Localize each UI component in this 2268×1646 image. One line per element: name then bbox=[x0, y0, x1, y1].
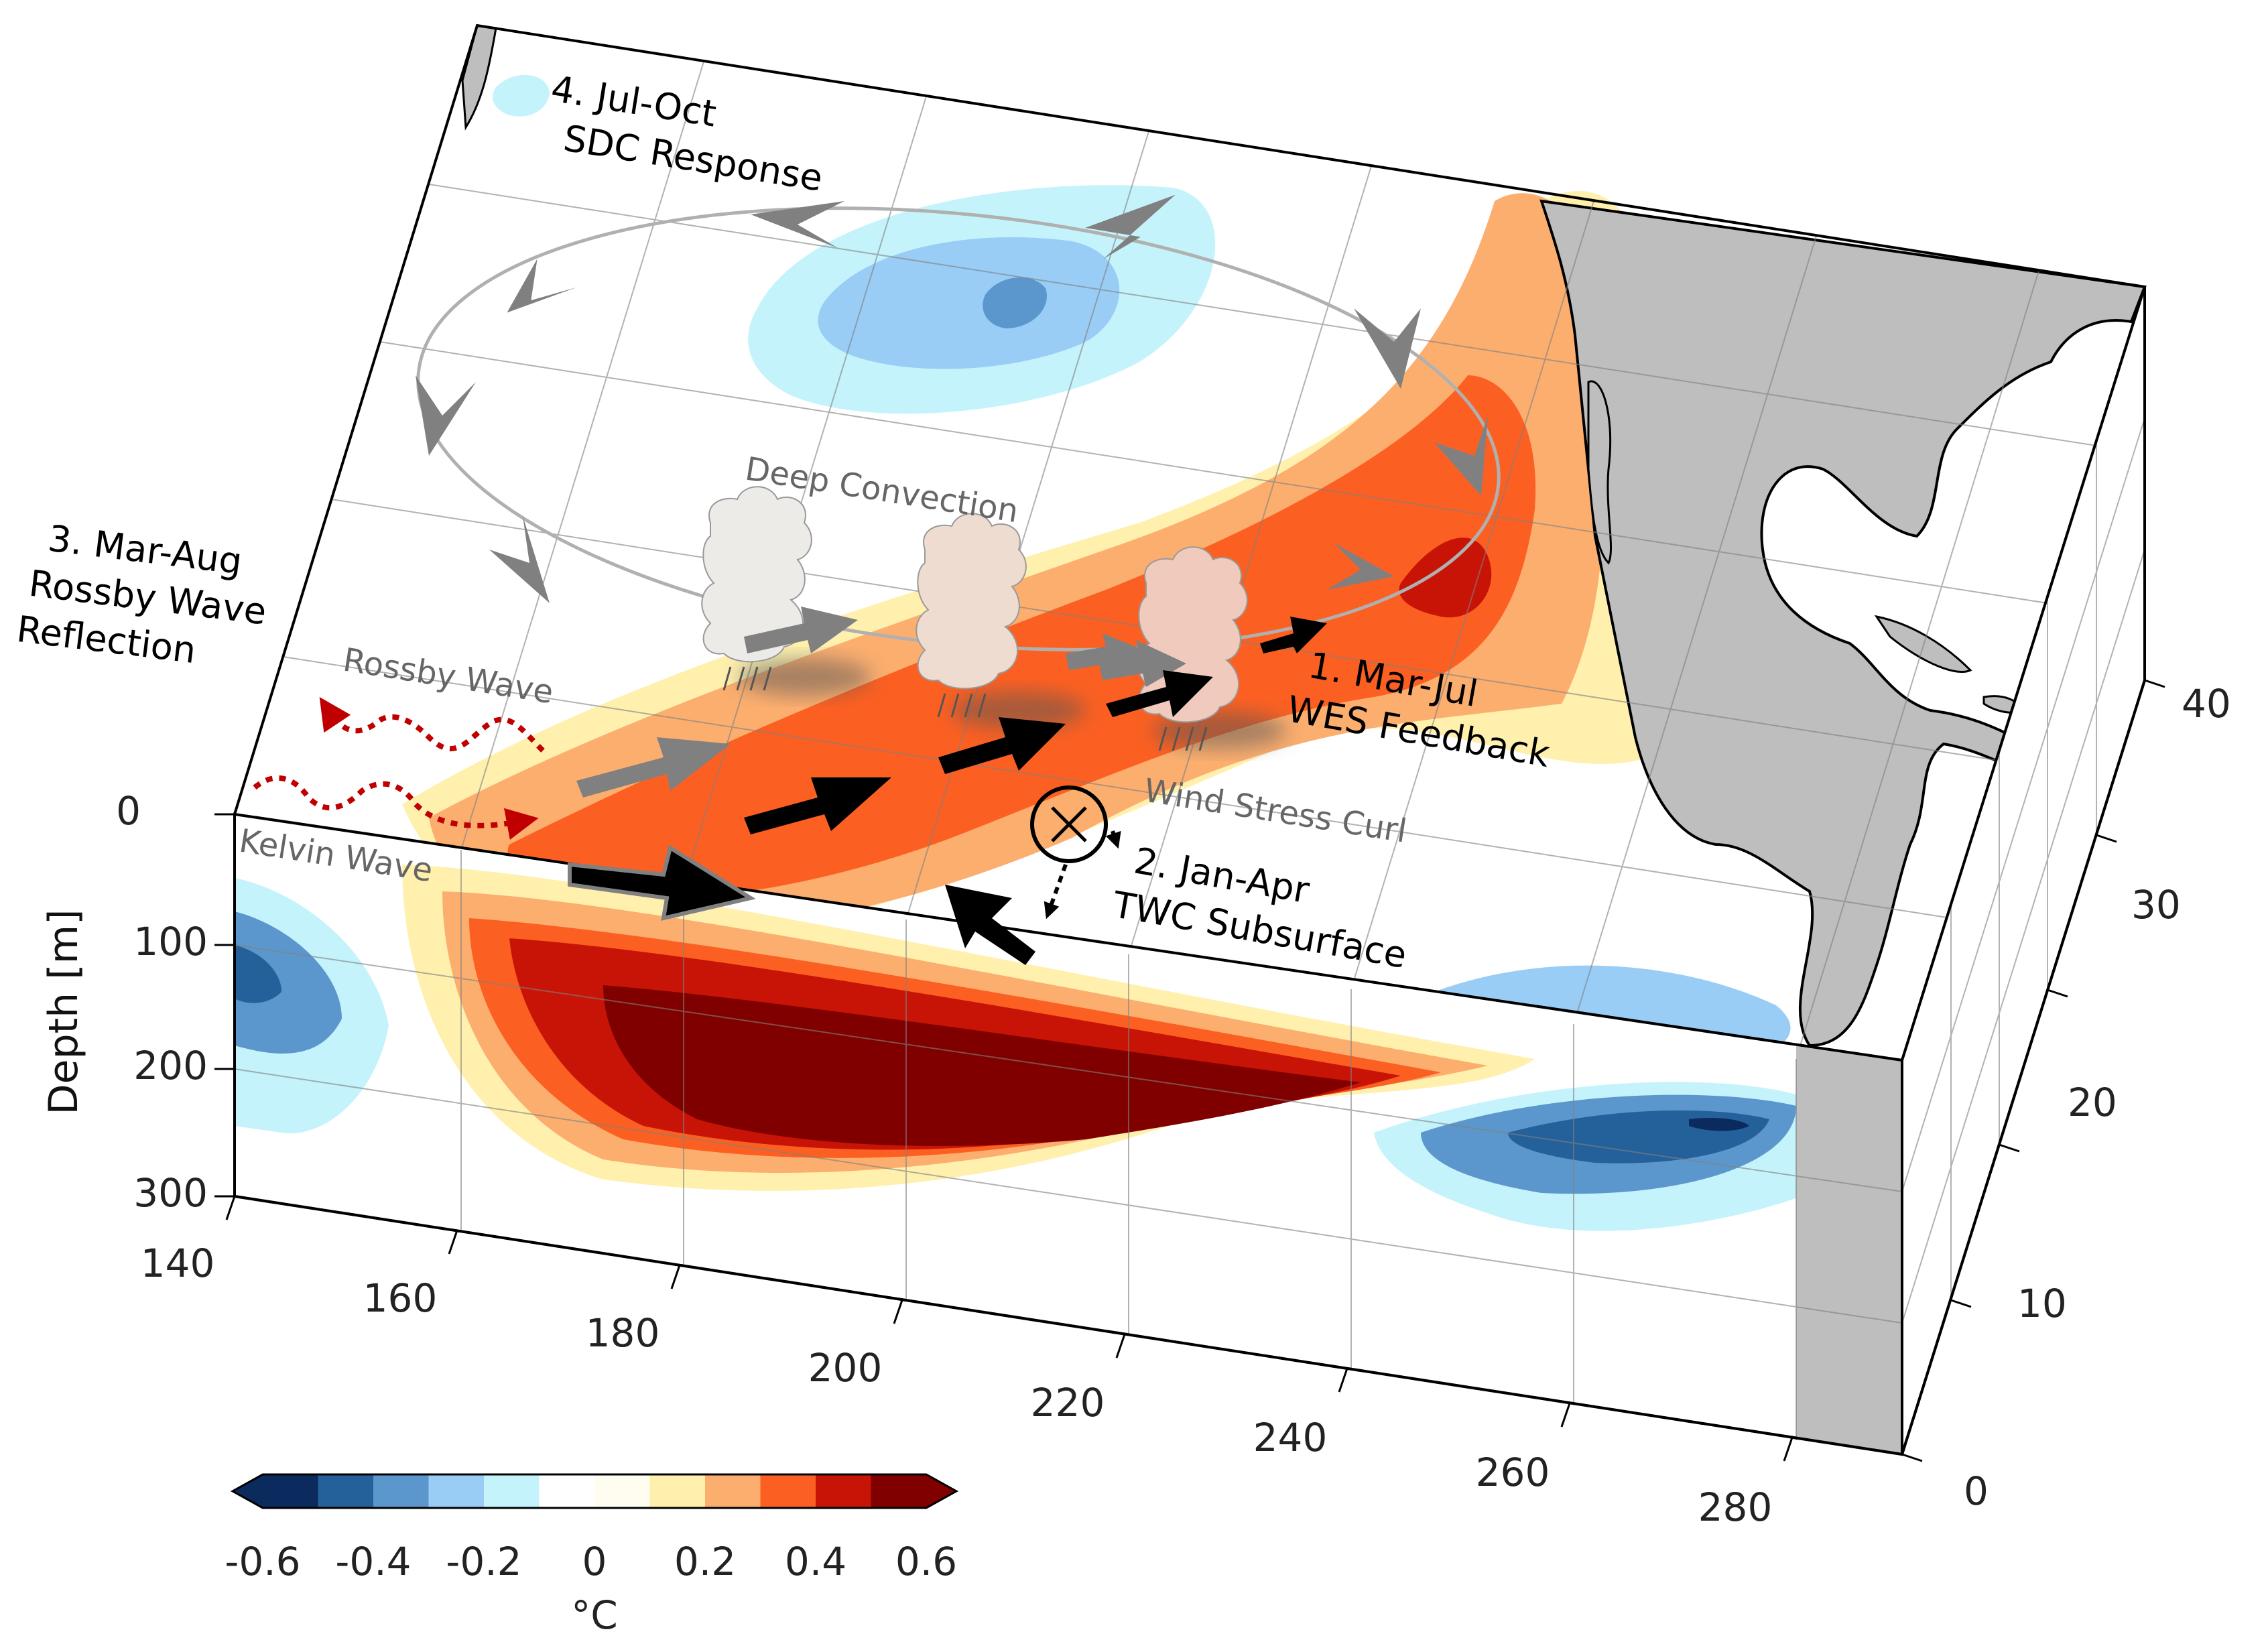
wave-paths bbox=[253, 697, 545, 840]
depth-axis: 0 100 200 300 Depth [m] bbox=[40, 788, 235, 1216]
depth-axis-title: Depth [m] bbox=[40, 909, 87, 1115]
depth-tick: 100 bbox=[133, 919, 208, 964]
colorbar-tick: -0.4 bbox=[335, 1539, 411, 1584]
circulation-arrowhead bbox=[1434, 416, 1488, 496]
colorbar-tick: -0.2 bbox=[446, 1539, 521, 1584]
lon-tick: 140 bbox=[141, 1241, 215, 1286]
trade-wind-arrows bbox=[568, 607, 1327, 965]
colorbar-unit: °C bbox=[571, 1592, 618, 1638]
lon-tick: 240 bbox=[1253, 1415, 1328, 1460]
lat-tick: 10 bbox=[2017, 1281, 2067, 1326]
depth-section bbox=[233, 812, 1903, 1456]
section-land bbox=[1796, 1044, 1902, 1454]
subsurface-cool-west-core bbox=[235, 945, 281, 1003]
convection-clouds bbox=[701, 486, 1287, 751]
rossby-wave-arrow bbox=[319, 697, 545, 753]
colorbar-tick: 0 bbox=[582, 1539, 607, 1584]
colorbar-tick: 0.6 bbox=[895, 1539, 957, 1584]
colorbar-cell bbox=[318, 1474, 374, 1508]
lon-tick: 260 bbox=[1476, 1450, 1550, 1495]
circulation-arrowhead bbox=[507, 259, 576, 313]
circulation-arrowhead bbox=[489, 516, 550, 603]
colorbar-cell bbox=[594, 1474, 650, 1508]
subsurface-cool-east-max bbox=[1689, 1118, 1749, 1131]
lat-tick: 40 bbox=[2182, 681, 2231, 726]
lon-tick: 280 bbox=[1698, 1484, 1773, 1530]
cool-blob-mid bbox=[818, 237, 1120, 369]
colorbar-tick: -0.6 bbox=[225, 1539, 300, 1584]
colorbar-cell bbox=[649, 1474, 706, 1508]
lat-tick: 0 bbox=[1964, 1468, 1989, 1514]
colorbar-cell bbox=[816, 1474, 871, 1508]
longitude-axis: 140 160 180 200 220 240 260 280 bbox=[141, 1195, 1903, 1530]
colorbar-cell bbox=[233, 1474, 318, 1508]
kelvin-wave-arrow bbox=[253, 775, 539, 840]
subsurface-cool-west-mid bbox=[235, 911, 342, 1054]
lon-tick: 180 bbox=[586, 1310, 660, 1356]
warm-band-core bbox=[507, 375, 1536, 901]
colorbar-cell bbox=[705, 1474, 761, 1508]
cool-blob-core bbox=[983, 277, 1047, 328]
wind-stress-curl-symbol bbox=[1030, 785, 1121, 920]
colorbar-tick: 0.4 bbox=[785, 1539, 846, 1584]
lon-tick: 200 bbox=[808, 1345, 883, 1391]
colorbar-cell bbox=[428, 1474, 485, 1508]
colorbar: -0.6 -0.4 -0.2 0 0.2 0.4 0.6 °C bbox=[225, 1473, 959, 1638]
depth-tick: 300 bbox=[133, 1170, 208, 1216]
latitude-axis: 0 10 20 30 40 bbox=[1901, 679, 2231, 1514]
black-wind-arrow bbox=[938, 717, 1066, 774]
black-wind-arrow bbox=[1106, 670, 1213, 717]
grey-wind-arrow bbox=[576, 737, 731, 798]
depth-grid bbox=[234, 850, 1903, 1440]
lat-tick: 20 bbox=[2068, 1080, 2117, 1125]
colorbar-cell bbox=[871, 1474, 956, 1508]
landmass-asia bbox=[461, 24, 497, 131]
circulation-arrowhead bbox=[1085, 194, 1176, 259]
surface-grid bbox=[283, 61, 2097, 1060]
label-rossby-reflection: 3. Mar-Aug Rossby Wave Reflection bbox=[15, 515, 286, 681]
black-wind-arrow bbox=[1260, 617, 1327, 653]
colorbar-cell bbox=[760, 1474, 816, 1508]
warm-spot bbox=[1399, 537, 1492, 618]
black-subsurface-arrow bbox=[568, 844, 756, 921]
colorbar-cell bbox=[539, 1474, 595, 1508]
black-subsurface-arrow bbox=[945, 885, 1035, 965]
colorbar-cell bbox=[373, 1474, 429, 1508]
black-wind-arrow bbox=[744, 777, 891, 834]
circulation-arrowhead bbox=[1354, 308, 1421, 389]
landmass-americas bbox=[1539, 199, 2147, 1048]
baja-peninsula bbox=[1587, 380, 1612, 565]
lat-tick: 30 bbox=[2131, 882, 2181, 928]
colorbar-cell bbox=[484, 1474, 540, 1508]
colorbar-tick: 0.2 bbox=[674, 1539, 736, 1584]
depth-tick: 0 bbox=[116, 788, 141, 834]
cool-spot-northwest bbox=[493, 74, 550, 117]
circulation-arrowhead bbox=[751, 201, 844, 248]
depth-tick: 200 bbox=[133, 1043, 208, 1088]
circulation-arrowhead bbox=[416, 375, 476, 456]
circulation-arrowhead bbox=[1327, 543, 1394, 590]
grey-wind-arrow bbox=[744, 607, 858, 653]
lon-tick: 160 bbox=[363, 1275, 438, 1321]
sdc-circulation bbox=[416, 194, 1501, 651]
subsurface-warm-max bbox=[603, 985, 1361, 1146]
colorbar-outline bbox=[230, 1473, 959, 1509]
cloud-icon bbox=[916, 513, 1086, 729]
cloud-icon bbox=[701, 486, 871, 696]
lon-tick: 220 bbox=[1031, 1380, 1105, 1426]
